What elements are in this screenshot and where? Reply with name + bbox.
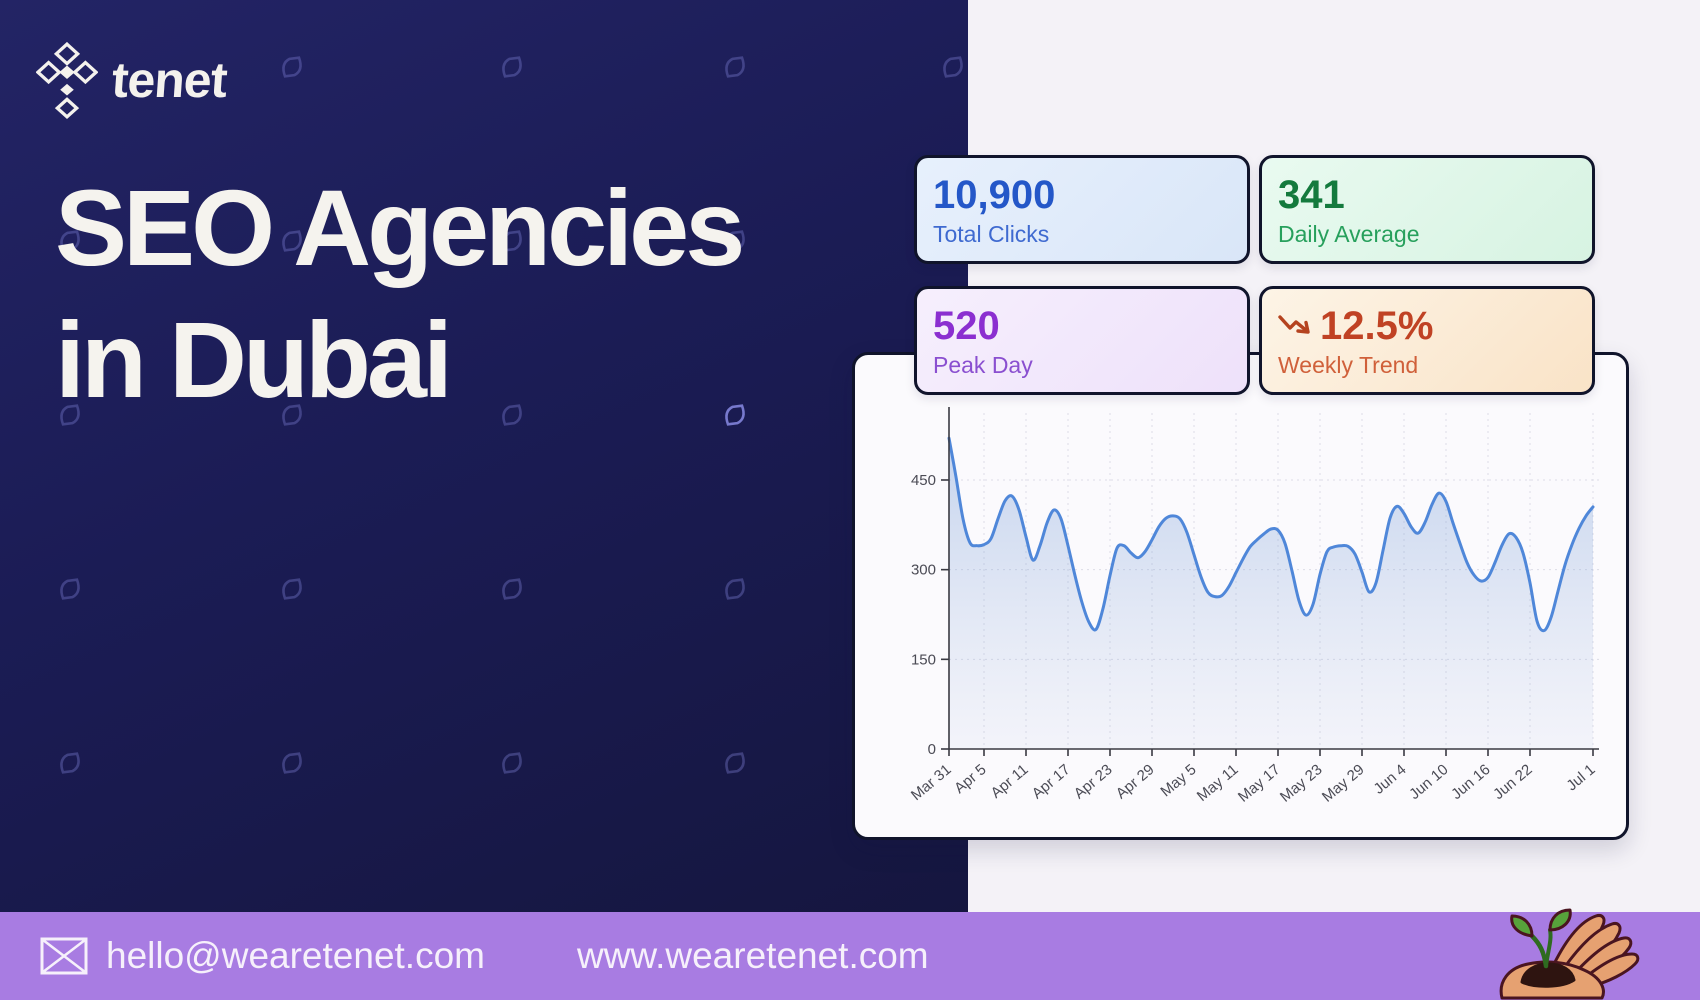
pattern-glyph [278,228,306,254]
stat-value: 341 [1278,173,1345,217]
pattern-glyph [721,576,749,602]
envelope-icon [40,937,88,975]
stat-card-peak-day: 520 Peak Day [914,286,1250,395]
pattern-glyph [56,750,84,776]
svg-text:Jul 1: Jul 1 [1563,761,1598,794]
svg-text:Jun 22: Jun 22 [1490,761,1535,803]
stats-grid: 10,900 Total Clicks 341 Daily Average 52… [914,155,1595,395]
svg-text:May 5: May 5 [1157,761,1199,800]
pattern-glyph [498,750,526,776]
svg-text:150: 150 [911,651,936,668]
footer-bar: hello@wearetenet.com www.wearetenet.com [0,912,1700,1000]
stat-value: 12.5% [1320,304,1434,348]
svg-text:Apr 17: Apr 17 [1029,761,1074,802]
footer-website-link[interactable]: www.wearetenet.com [577,935,929,977]
pattern-glyph [498,576,526,602]
title-line-1: SEO Agencies [55,167,745,288]
hero-panel: tenet SEO Agencies in Dubai [0,0,968,912]
pattern-glyph [56,228,84,254]
pattern-glyph [56,576,84,602]
email-text: hello@wearetenet.com [106,935,485,976]
pattern-glyph [721,54,749,80]
svg-text:Mar 31: Mar 31 [908,761,955,804]
svg-text:Apr 11: Apr 11 [988,761,1032,802]
svg-text:May 29: May 29 [1319,761,1368,806]
stat-card-total-clicks: 10,900 Total Clicks [914,155,1250,264]
pattern-glyph [721,228,749,254]
svg-text:Apr 5: Apr 5 [951,761,989,797]
stat-label: Weekly Trend [1278,352,1419,378]
svg-text:Apr 29: Apr 29 [1113,761,1158,802]
svg-text:Apr 23: Apr 23 [1071,761,1116,802]
pattern-glyph [56,402,84,428]
pattern-glyph [278,54,306,80]
background-pattern [56,54,967,776]
svg-text:Jun 10: Jun 10 [1406,761,1451,803]
logo-wordmark: tenet [110,52,229,108]
pattern-glyph [721,750,749,776]
stat-card-weekly-trend: 12.5% Weekly Trend [1259,286,1595,395]
website-text: www.wearetenet.com [576,935,929,976]
svg-text:Jun 4: Jun 4 [1371,761,1410,798]
svg-text:May 17: May 17 [1235,761,1284,806]
stat-card-daily-average: 341 Daily Average [1259,155,1595,264]
svg-text:300: 300 [911,562,936,579]
pattern-glyph [278,402,306,428]
svg-text:0: 0 [928,741,936,758]
clicks-chart-panel: 0 150 300 450 Mar 31 Apr 5 Apr 11 Apr 17 Apr 23 A… [852,352,1629,840]
stat-label: Peak Day [933,352,1033,378]
svg-text:Jun 16: Jun 16 [1448,761,1493,803]
stat-value: 10,900 [933,173,1056,217]
footer-email-link[interactable]: hello@wearetenet.com [40,935,485,977]
trend-down-icon [1278,315,1310,334]
pattern-glyph [498,402,526,428]
svg-text:450: 450 [911,472,936,489]
pattern-glyph [498,228,526,254]
svg-text:May 11: May 11 [1194,761,1242,805]
pattern-glyph [278,576,306,602]
pattern-glyph [721,402,749,428]
stat-label: Total Clicks [933,221,1050,247]
tenet-logo-icon [36,41,98,120]
pattern-glyph [939,54,967,80]
title-line-2: in Dubai [55,298,453,420]
pattern-glyph [278,750,306,776]
svg-text:May 23: May 23 [1277,761,1326,806]
pattern-glyph [498,54,526,80]
stat-value: 520 [933,304,1000,348]
page-title: SEO Agencies in Dubai [55,162,745,426]
brand-logo: tenet [36,40,229,120]
stat-value-row: 12.5% [1278,303,1576,349]
stat-label: Daily Average [1278,221,1420,247]
hand-plant-illustration [1499,908,1640,1000]
